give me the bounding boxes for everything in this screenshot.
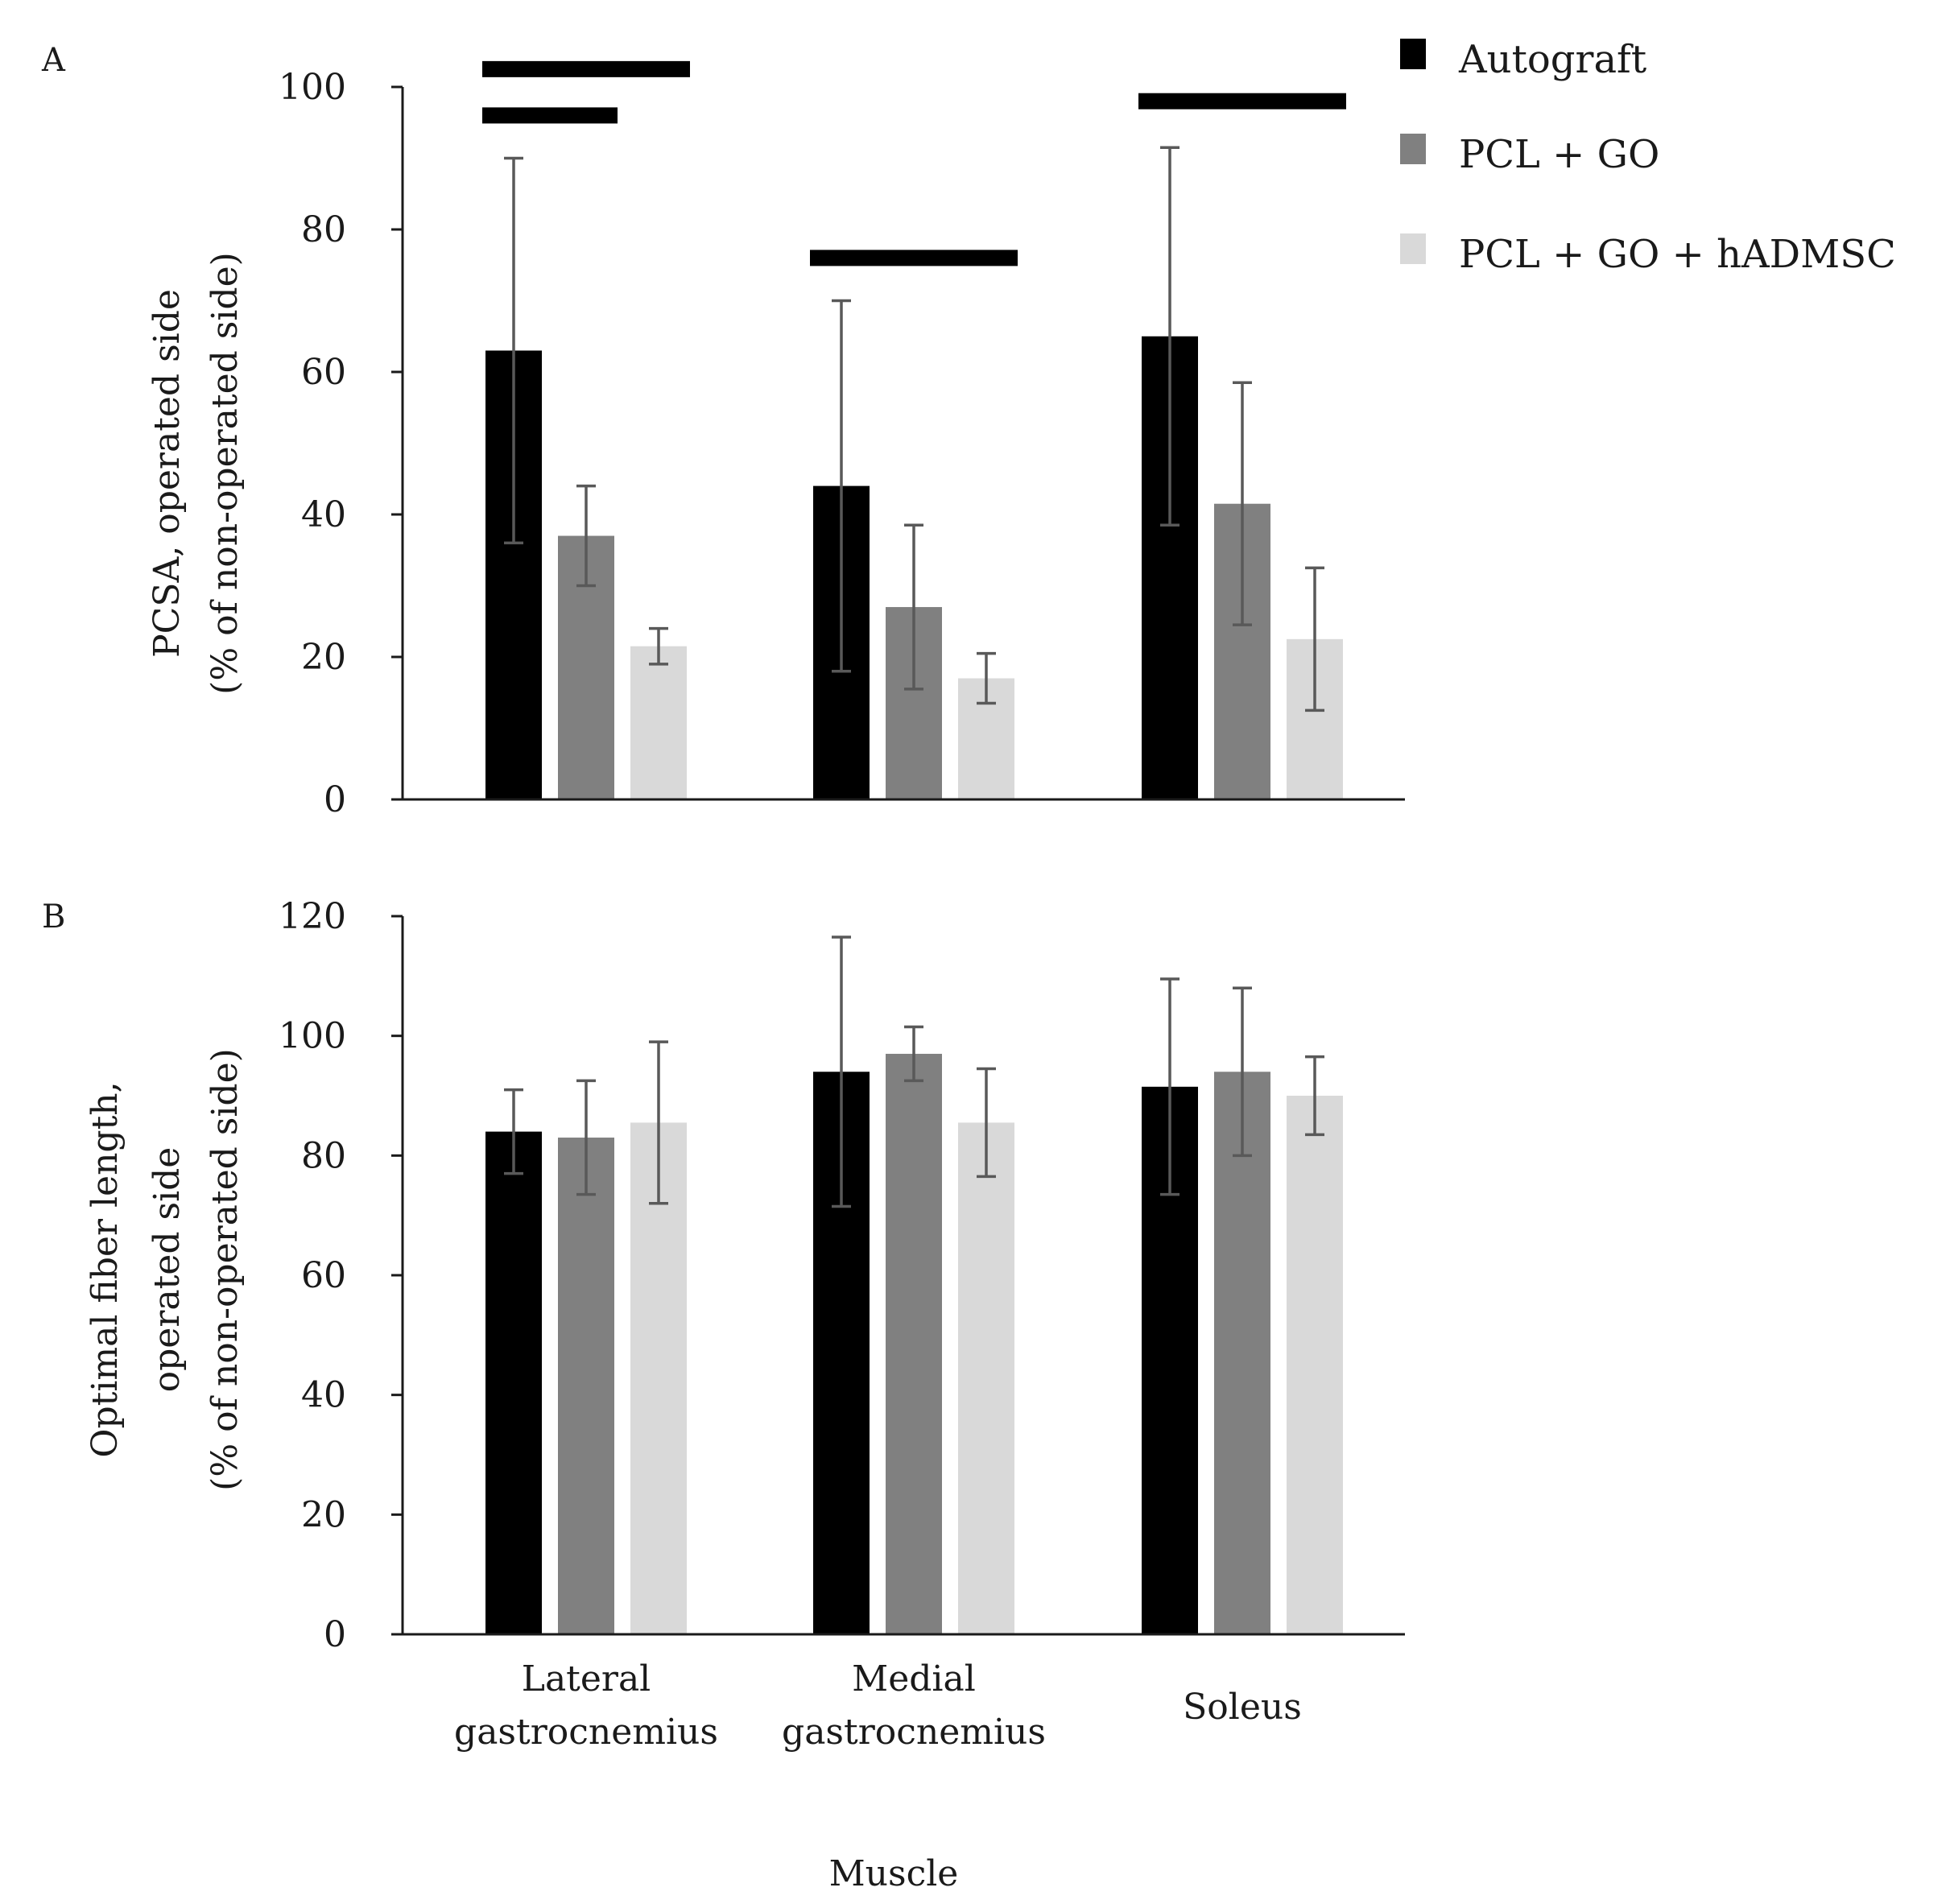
panel-b-ylabel-line-2: operated side bbox=[147, 1147, 188, 1393]
panel-b-ytick-label-80: 80 bbox=[301, 1135, 346, 1176]
panel-b-ytick-label-60: 60 bbox=[301, 1255, 346, 1296]
panel-b-ytick-label-100: 100 bbox=[279, 1016, 346, 1057]
panel-b-bar-autograft-lateral-gastrocnemius bbox=[485, 1131, 542, 1634]
panel-b-ylabel-line-1: Optimal fiber length, bbox=[85, 1081, 126, 1457]
panel-a-ytick-label-100: 100 bbox=[279, 67, 346, 108]
panel-b-bar-pcl-go-hadmsc-soleus bbox=[1287, 1096, 1343, 1634]
panel-b-error-bar-pcl-go-soleus bbox=[1233, 986, 1252, 1158]
panel-a-bar-pcl-go-hadmsc-lateral-gastrocnemius bbox=[630, 646, 687, 799]
panel-b-error-bar-pcl-go-hadmsc-lateral-gastrocnemius bbox=[649, 1040, 668, 1205]
panel-a-ytick-label-80: 80 bbox=[301, 209, 346, 250]
panel-b-bar-pcl-go-hadmsc-lateral-gastrocnemius bbox=[630, 1122, 687, 1634]
legend-swatch-pcl-go-hadmsc bbox=[1400, 233, 1426, 264]
panel-a-error-bar-pcl-go-hadmsc-medial-gastrocnemius bbox=[977, 651, 996, 705]
panel-a-significance-bar-1 bbox=[482, 60, 690, 77]
legend-swatch-pcl-go bbox=[1400, 134, 1426, 164]
panel-b-ylabel-line-3: (% of non-operated side) bbox=[205, 1048, 246, 1491]
panel-b-ytick-label-40: 40 bbox=[301, 1375, 346, 1416]
panel-a-error-bar-pcl-go-hadmsc-lateral-gastrocnemius bbox=[649, 626, 668, 666]
panel-b-error-bar-autograft-soleus bbox=[1160, 977, 1180, 1196]
panel-a-ytick-label-40: 40 bbox=[301, 494, 346, 535]
panel-b-error-bar-pcl-go-medial-gastrocnemius bbox=[904, 1025, 923, 1083]
panel-b-category-label-medial-gastrocnemius-line-2: gastrocnemius bbox=[782, 1712, 1046, 1753]
panel-a-error-bar-autograft-soleus bbox=[1160, 146, 1180, 527]
panel-b-bar-pcl-go-hadmsc-medial-gastrocnemius bbox=[958, 1122, 1014, 1634]
panel-b-error-bar-autograft-lateral-gastrocnemius bbox=[504, 1088, 523, 1175]
panel-b-category-label-soleus-line-1: Soleus bbox=[1183, 1687, 1302, 1728]
panel-a-error-bar-pcl-go-lateral-gastrocnemius bbox=[576, 484, 596, 588]
panel-a-error-bar-pcl-go-medial-gastrocnemius bbox=[904, 523, 923, 691]
panel-b-bar-pcl-go-soleus bbox=[1214, 1072, 1270, 1634]
panel-a-label: A bbox=[41, 42, 66, 79]
legend-swatch-autograft bbox=[1400, 39, 1426, 69]
panel-b-category-label-lateral-gastrocnemius-line-2: gastrocnemius bbox=[454, 1712, 718, 1753]
panel-b-bar-pcl-go-lateral-gastrocnemius bbox=[558, 1138, 614, 1634]
panel-a-significance-bar-2 bbox=[482, 107, 618, 124]
panel-b-marks: 0 20 40 60 80 100 120 Lateral gastrocnemius Media… bbox=[279, 896, 1405, 1753]
panel-a-ytick-label-60: 60 bbox=[301, 352, 346, 393]
panel-a-error-bar-autograft-lateral-gastrocnemius bbox=[504, 156, 523, 545]
panel-a-error-bar-pcl-go-hadmsc-soleus bbox=[1305, 566, 1324, 712]
panel-b-category-label-medial-gastrocnemius-line-1: Medial bbox=[852, 1658, 976, 1700]
panel-b-label: B bbox=[42, 898, 65, 935]
legend-label-pcl-go: PCL + GO bbox=[1459, 132, 1659, 177]
panel-a-significance-bar-4 bbox=[1138, 93, 1346, 109]
panel-a-ytick-label-20: 20 bbox=[301, 637, 346, 678]
panel-b-category-label-lateral-gastrocnemius-line-1: Lateral bbox=[522, 1658, 651, 1700]
legend: Autograft PCL + GO PCL + GO + hADMSC bbox=[1400, 37, 1896, 277]
panel-a-ylabel-line-2: (% of non-operated side) bbox=[205, 252, 246, 695]
panel-b-error-bar-pcl-go-hadmsc-medial-gastrocnemius bbox=[977, 1067, 996, 1179]
legend-label-pcl-go-hadmsc: PCL + GO + hADMSC bbox=[1459, 232, 1896, 277]
panel-a-error-bar-pcl-go-soleus bbox=[1233, 381, 1252, 626]
panel-b: B Optimal fiber length, operated side (%… bbox=[42, 896, 1405, 1753]
panel-a-ylabel-line-1: PCSA, operated side bbox=[147, 289, 188, 658]
panel-b-error-bar-pcl-go-lateral-gastrocnemius bbox=[576, 1079, 596, 1196]
panel-b-error-bar-autograft-medial-gastrocnemius bbox=[832, 935, 851, 1208]
panel-b-ytick-label-20: 20 bbox=[301, 1494, 346, 1535]
legend-label-autograft: Autograft bbox=[1458, 37, 1646, 82]
panel-a: A PCSA, operated side (% of non-operated… bbox=[41, 42, 1405, 820]
x-axis-title: Muscle bbox=[829, 1853, 959, 1894]
panel-a-marks: 0 20 40 60 80 100 bbox=[279, 60, 1405, 820]
panel-a-ytick-label-0: 0 bbox=[324, 779, 346, 820]
panel-a-error-bar-autograft-medial-gastrocnemius bbox=[832, 299, 851, 673]
panel-b-bar-pcl-go-medial-gastrocnemius bbox=[886, 1053, 942, 1634]
panel-b-error-bar-pcl-go-hadmsc-soleus bbox=[1305, 1055, 1324, 1137]
panel-b-ytick-label-120: 120 bbox=[279, 896, 346, 937]
panel-b-ytick-label-0: 0 bbox=[324, 1614, 346, 1655]
panel-a-significance-bar-3 bbox=[810, 250, 1018, 266]
